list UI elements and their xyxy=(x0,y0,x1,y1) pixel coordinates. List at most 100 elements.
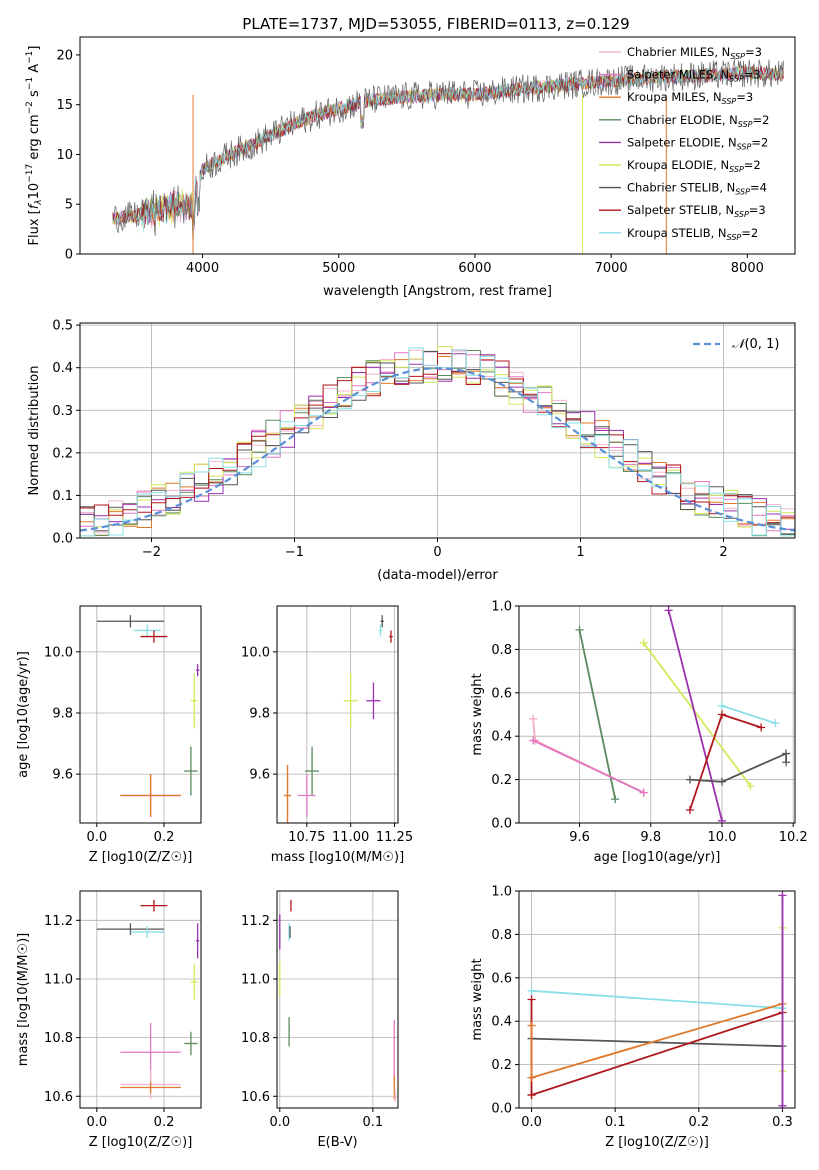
series-marker xyxy=(527,1090,536,1099)
x-tick-label: 6000 xyxy=(458,261,491,276)
age_vs_mass-points xyxy=(284,615,393,823)
x-tick-label: 11.25 xyxy=(376,830,413,845)
series-line xyxy=(721,704,776,725)
y-tick-label: 10 xyxy=(56,148,73,163)
y-tick-label: 1.0 xyxy=(491,600,512,615)
y-tick-label: 0 xyxy=(65,248,73,263)
series-marker xyxy=(529,736,538,745)
histogram-frame xyxy=(79,322,796,539)
series-line xyxy=(531,989,783,1010)
spectrum-lines xyxy=(112,58,784,254)
x-tick-label: 0.0 xyxy=(521,1115,542,1130)
age_vs_Z-ylabel: age [log10(age/yr)] xyxy=(16,651,31,778)
weight_vs_Z-frame xyxy=(518,890,796,1109)
series-marker xyxy=(527,1021,536,1030)
weight_vs_Z-ylabel: mass weight xyxy=(470,958,485,1040)
mass_vs_ebv-points xyxy=(279,899,396,1103)
age_vs_mass-frame xyxy=(276,605,399,824)
mass_vs_ebv-frame xyxy=(276,890,399,1109)
y-tick-label: 10.6 xyxy=(44,1090,73,1105)
series-marker xyxy=(529,714,538,723)
age_vs_Z-xlabel: Z [log10(Z/Z☉)] xyxy=(89,850,193,865)
mass_vs_Z-ylabel: mass [log10(M/M☉)] xyxy=(16,933,31,1066)
weight_vs_age-ylabel: mass weight xyxy=(470,673,485,755)
legend-label: Chabrier ELODIE, NSSP=2 xyxy=(627,113,769,129)
series-line xyxy=(532,718,644,794)
series-line xyxy=(667,610,723,822)
y-tick-label: 0.6 xyxy=(491,686,512,701)
figure-title: PLATE=1737, MJD=53055, FIBERID=0113, z=0… xyxy=(242,15,629,33)
histogram-ylabel: Normed distribution xyxy=(27,366,42,496)
x-tick-label: 0.2 xyxy=(154,830,175,845)
series-line xyxy=(531,1002,783,1079)
series-line xyxy=(531,1011,783,1096)
series-marker xyxy=(685,805,694,814)
x-tick-label: 1 xyxy=(576,545,584,560)
y-tick-label: 11.2 xyxy=(241,914,270,929)
y-tick-label: 0.8 xyxy=(491,643,512,658)
age_vs_Z-axes: 0.0 0.2 9.6 9.8 10.0 xyxy=(44,606,201,845)
series-marker xyxy=(717,816,726,825)
x-tick-label: 10.75 xyxy=(288,830,325,845)
series-marker xyxy=(639,788,648,797)
histogram-lines xyxy=(80,346,795,537)
spectrum-line xyxy=(112,65,784,233)
series-line xyxy=(578,629,617,800)
mass_vs_Z-points xyxy=(96,899,200,1100)
x-tick-label: 8000 xyxy=(731,261,764,276)
series-line xyxy=(532,739,644,794)
series-marker xyxy=(782,758,791,767)
y-tick-label: 0.0 xyxy=(491,1102,512,1117)
y-tick-label: 11.2 xyxy=(44,914,73,929)
series-marker xyxy=(527,995,536,1004)
x-tick-label: 4000 xyxy=(186,261,219,276)
age_vs_Z-frame xyxy=(79,605,202,824)
spectrum-legend: Chabrier MILES, NSSP=3 Salpeter MILES, NS… xyxy=(599,45,769,242)
y-tick-label: 9.8 xyxy=(249,706,270,721)
y-tick-label: 0.4 xyxy=(491,1015,512,1030)
x-tick-label: 11.00 xyxy=(332,830,369,845)
y-tick-label: 11.0 xyxy=(241,972,270,987)
x-tick-label: 0 xyxy=(433,545,441,560)
y-tick-label: 15 xyxy=(56,98,73,113)
y-tick-label: 0.3 xyxy=(52,404,73,419)
x-tick-label: 10.2 xyxy=(779,830,808,845)
histogram-line xyxy=(80,347,795,537)
x-tick-label: −2 xyxy=(142,545,161,560)
mass_vs_Z-xlabel: Z [log10(Z/Z☉)] xyxy=(89,1135,193,1150)
x-tick-label: 2 xyxy=(719,545,727,560)
histogram-line xyxy=(80,353,795,537)
y-tick-label: 0.0 xyxy=(491,817,512,832)
series-marker xyxy=(527,1073,536,1082)
series-line xyxy=(689,752,787,783)
x-tick-label: 7000 xyxy=(595,261,628,276)
x-tick-label: 10.0 xyxy=(708,830,737,845)
x-tick-label: 0.0 xyxy=(86,1115,107,1130)
series-marker xyxy=(639,638,648,647)
y-tick-label: 10.8 xyxy=(44,1031,73,1046)
legend-label: Chabrier STELIB, NSSP=4 xyxy=(627,181,767,197)
y-tick-label: 0.5 xyxy=(52,319,73,334)
spectrum-ylabel: Flux [fλ10−17 erg cm−2 s−1 A−1] xyxy=(25,46,44,246)
y-tick-label: 0.2 xyxy=(52,446,73,461)
series-marker xyxy=(746,782,755,791)
x-tick-label: 0.1 xyxy=(605,1115,626,1130)
y-tick-label: 0.4 xyxy=(52,361,73,376)
y-tick-label: 0.1 xyxy=(52,489,73,504)
y-tick-label: 11.0 xyxy=(44,972,73,987)
series-marker xyxy=(778,891,787,900)
legend-label: Kroupa ELODIE, NSSP=2 xyxy=(627,158,761,174)
y-tick-label: 20 xyxy=(56,48,73,63)
x-tick-label: 0.3 xyxy=(772,1115,793,1130)
legend-label: Salpeter ELODIE, NSSP=2 xyxy=(627,135,768,151)
x-tick-label: 0.1 xyxy=(363,1115,384,1130)
age_vs_mass-axes: 10.75 11.00 11.25 9.6 9.8 10.0 xyxy=(241,606,413,845)
series-marker xyxy=(575,625,584,634)
weight_vs_Z-xlabel: Z [log10(Z/Z☉)] xyxy=(605,1135,709,1150)
mass_vs_Z-frame xyxy=(79,890,202,1109)
weight_vs_age-xlabel: age [log10(age/yr)] xyxy=(594,850,721,865)
y-tick-label: 0.0 xyxy=(52,532,73,547)
series-marker xyxy=(664,606,673,615)
y-tick-label: 9.6 xyxy=(52,768,73,783)
